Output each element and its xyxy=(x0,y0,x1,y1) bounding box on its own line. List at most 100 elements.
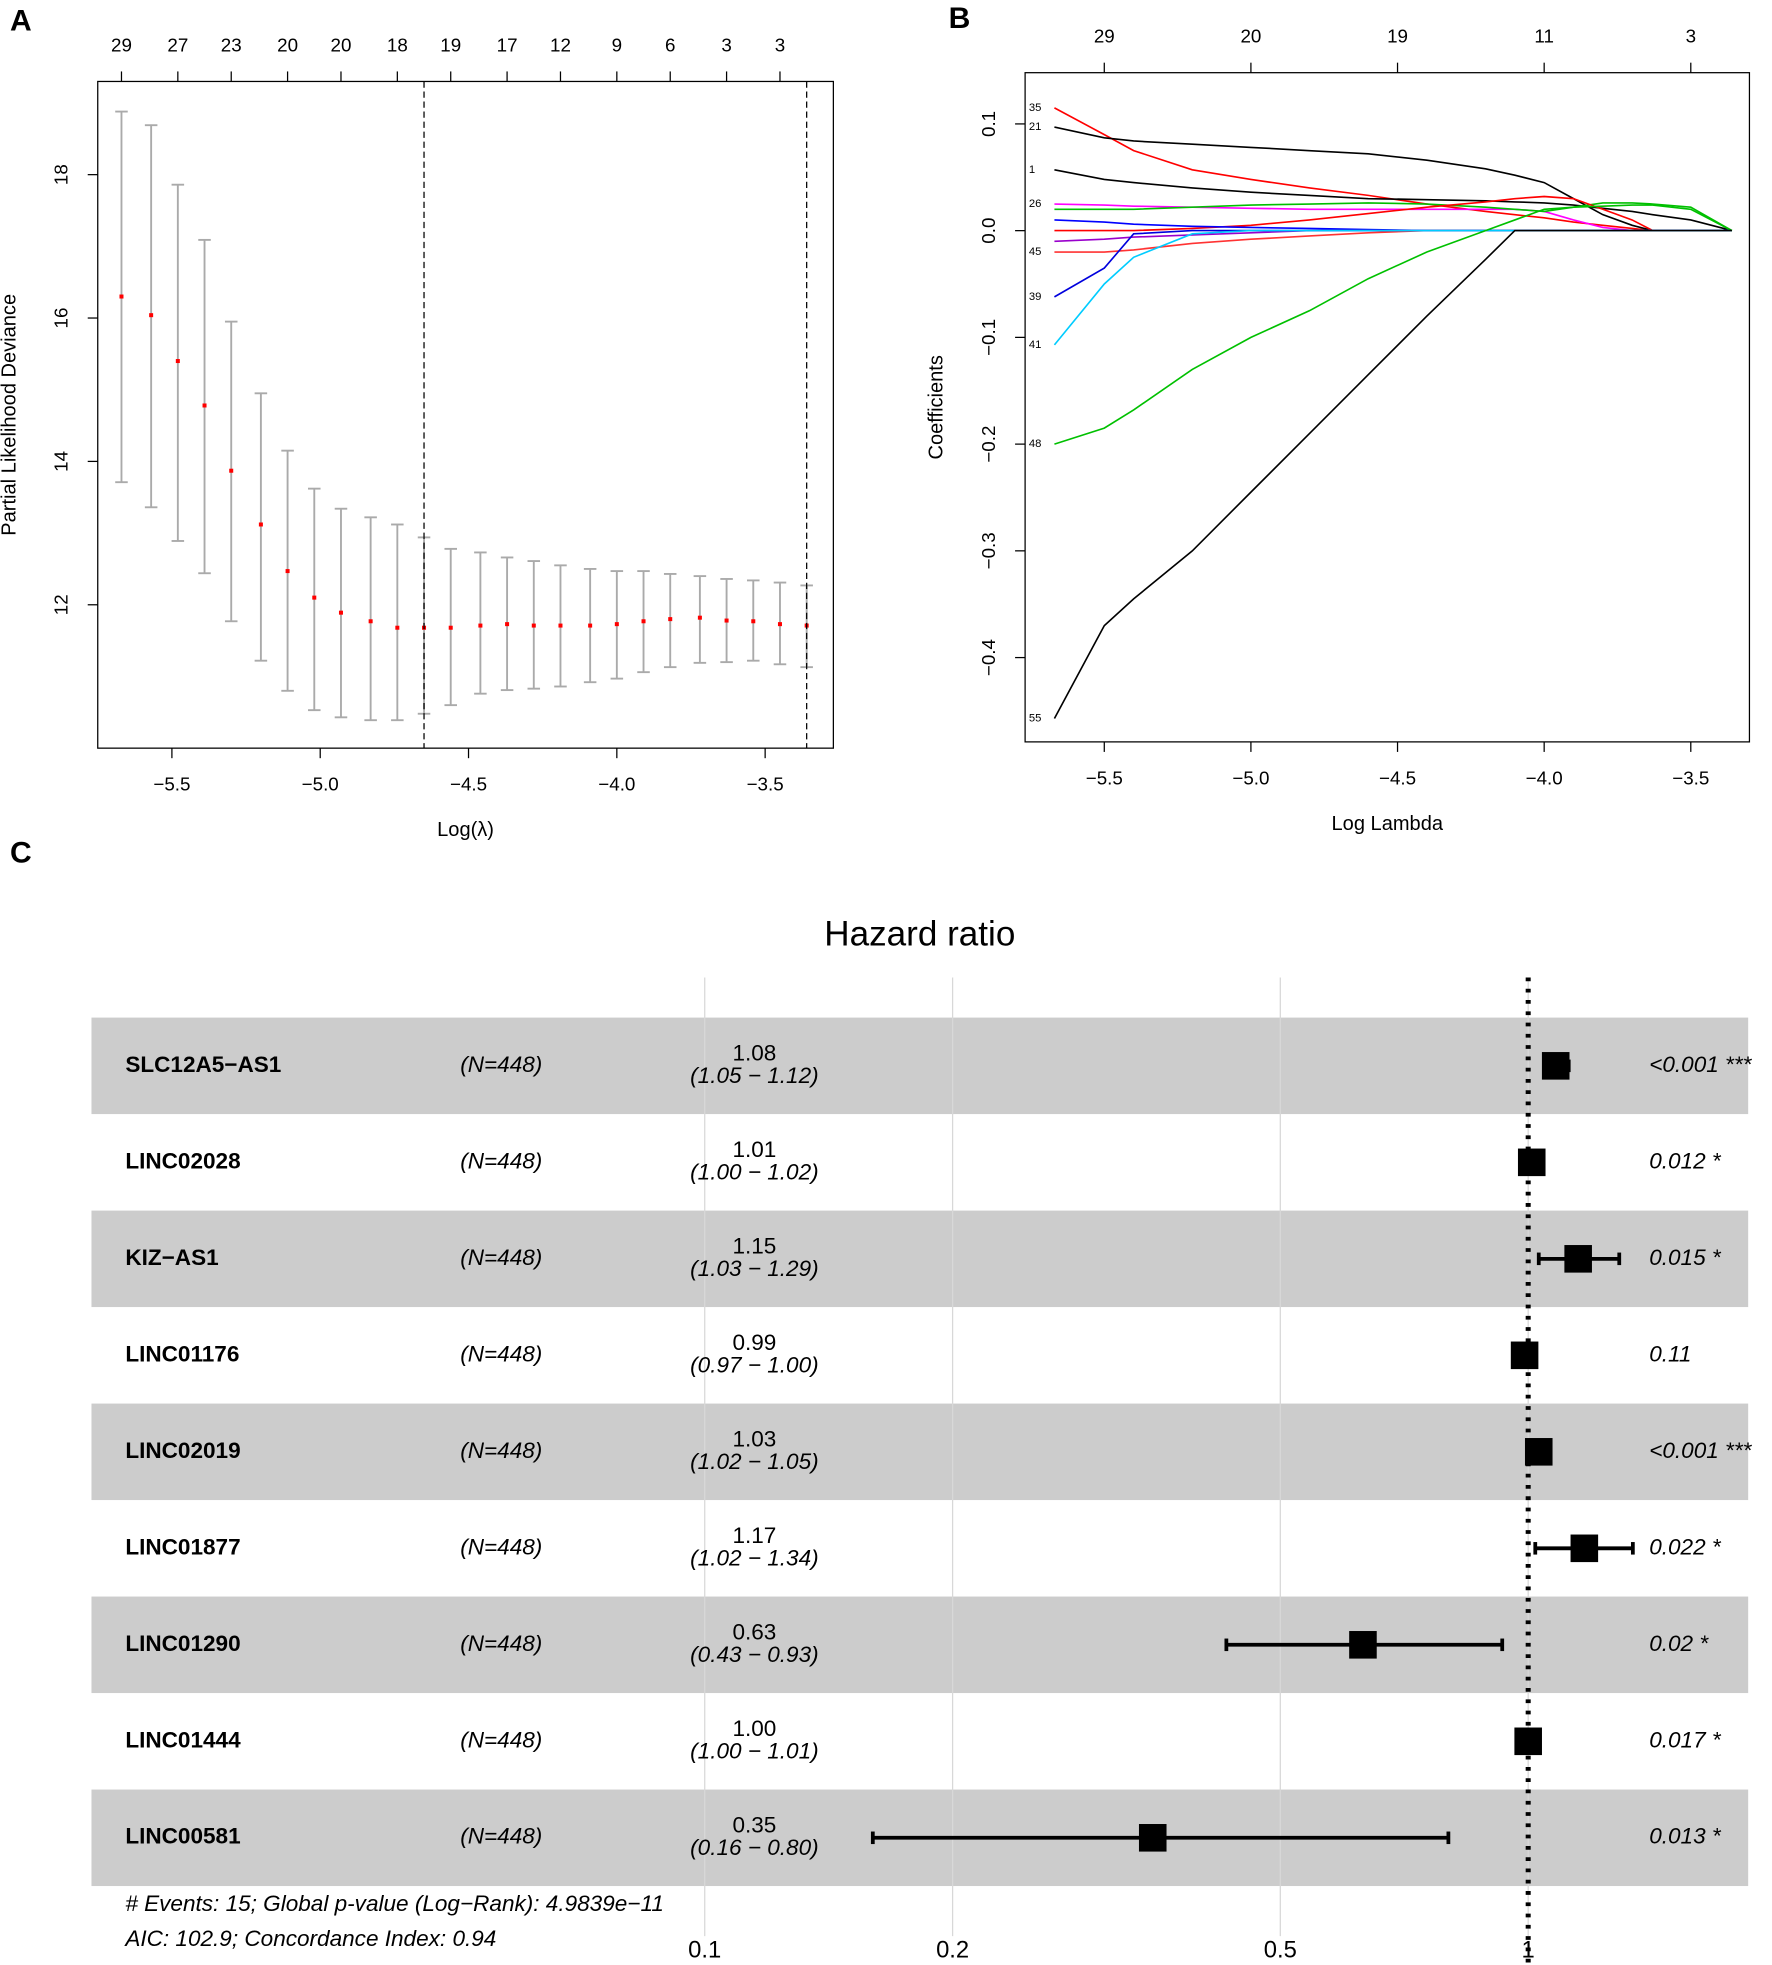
hr-label: 1.00 xyxy=(732,1716,776,1741)
ci-label: (1.02 − 1.05) xyxy=(690,1449,818,1474)
row-name: LINC02019 xyxy=(125,1438,240,1463)
coef-path xyxy=(1054,195,1732,232)
top-tick-label: 19 xyxy=(440,34,461,55)
hr-label: 0.35 xyxy=(732,1812,776,1837)
path-label: 1 xyxy=(1029,164,1035,176)
y-tick-label: −0.3 xyxy=(978,532,999,569)
coef-path xyxy=(1054,202,1733,232)
hr-label: 1.08 xyxy=(732,1041,776,1066)
hr-label: 1.17 xyxy=(732,1523,776,1548)
ci-label: (1.00 − 1.01) xyxy=(690,1739,818,1764)
mean-point xyxy=(777,622,782,627)
plot-frame xyxy=(97,80,834,749)
mean-point xyxy=(229,468,234,473)
row-n: (N=448) xyxy=(460,1631,542,1656)
top-tick-label: 6 xyxy=(665,34,675,55)
hr-point xyxy=(1517,1148,1546,1177)
row-n: (N=448) xyxy=(460,1824,542,1849)
hr-point xyxy=(1564,1245,1592,1273)
y-tick-label: −0.2 xyxy=(978,426,999,463)
top-tick-label: 3 xyxy=(1686,26,1696,47)
x-tick-label: −3.5 xyxy=(747,774,784,795)
y-tick-label: 14 xyxy=(51,451,72,472)
row-name: LINC01444 xyxy=(125,1727,241,1752)
top-tick-label: 29 xyxy=(1094,26,1115,47)
row-band xyxy=(91,1403,1749,1501)
mean-point xyxy=(531,623,536,628)
y-tick-label: −0.4 xyxy=(978,639,999,676)
p-label: <0.001 *** xyxy=(1649,1052,1752,1077)
ci-label: (0.43 − 0.93) xyxy=(690,1642,818,1667)
row-n: (N=448) xyxy=(460,1148,542,1173)
mean-point xyxy=(668,617,673,622)
mean-point xyxy=(614,622,619,627)
panel-letter: A xyxy=(10,4,32,37)
x-tick-label: 0.2 xyxy=(936,1937,969,1964)
mean-point xyxy=(558,623,563,628)
coef-path xyxy=(1053,229,1732,346)
path-label: 21 xyxy=(1029,121,1042,133)
hr-label: 1.15 xyxy=(732,1234,776,1259)
y-tick-label: 16 xyxy=(51,308,72,329)
x-tick-label: −5.5 xyxy=(1086,767,1123,788)
hr-point xyxy=(1524,1438,1553,1466)
mean-point xyxy=(202,403,207,408)
mean-point xyxy=(119,294,124,299)
y-tick-label: −0.1 xyxy=(978,319,999,356)
top-tick-label: 27 xyxy=(167,34,188,55)
x-tick-label: −4.0 xyxy=(598,774,635,795)
path-label: 41 xyxy=(1029,339,1042,351)
p-label: 0.013 * xyxy=(1649,1824,1722,1849)
p-label: 0.02 * xyxy=(1649,1631,1709,1656)
top-tick-label: 20 xyxy=(277,34,298,55)
coef-path xyxy=(1054,169,1733,232)
path-label: 35 xyxy=(1029,102,1042,114)
row-n: (N=448) xyxy=(460,1727,542,1752)
mean-point xyxy=(588,623,593,628)
path-label: 55 xyxy=(1029,712,1042,724)
hr-point xyxy=(1510,1341,1539,1370)
x-axis-label: Log(λ) xyxy=(437,819,494,841)
row-n: (N=448) xyxy=(460,1534,542,1559)
top-tick-label: 11 xyxy=(1534,26,1554,47)
x-tick-label: 0.5 xyxy=(1264,1937,1297,1964)
hr-point xyxy=(1138,1824,1167,1852)
y-tick-label: 0.0 xyxy=(978,218,999,244)
x-tick-label: −5.0 xyxy=(1232,767,1269,788)
mean-point xyxy=(697,615,702,620)
top-tick-label: 20 xyxy=(331,34,352,55)
x-tick-label: −4.5 xyxy=(450,774,487,795)
row-name: LINC01176 xyxy=(125,1341,239,1366)
p-label: <0.001 *** xyxy=(1649,1438,1752,1463)
x-tick-label: −4.5 xyxy=(1379,767,1416,788)
footnote: AIC: 102.9; Concordance Index: 0.94 xyxy=(123,1926,496,1951)
ci-label: (1.02 − 1.34) xyxy=(690,1546,818,1571)
path-label: 39 xyxy=(1029,291,1042,303)
x-tick-label: −3.5 xyxy=(1672,767,1709,788)
row-n: (N=448) xyxy=(460,1052,542,1077)
p-label: 0.017 * xyxy=(1649,1727,1722,1752)
x-tick-label: 0.1 xyxy=(688,1937,721,1964)
mean-point xyxy=(724,618,729,623)
mean-point xyxy=(312,595,317,600)
hr-point xyxy=(1570,1534,1599,1563)
x-tick-label: −5.0 xyxy=(302,774,339,795)
hr-point xyxy=(1541,1052,1570,1080)
y-tick-label: 12 xyxy=(51,594,72,615)
mean-point xyxy=(338,610,343,615)
panel-letter: C xyxy=(10,837,32,870)
top-tick-label: 12 xyxy=(550,34,571,55)
path-label: 48 xyxy=(1029,438,1042,450)
mean-point xyxy=(395,625,400,630)
x-axis-label: Log Lambda xyxy=(1332,813,1444,835)
y-axis-label: Coefficients xyxy=(926,355,948,459)
mean-point xyxy=(478,623,483,628)
x-tick-label: −4.0 xyxy=(1526,767,1563,788)
mean-point xyxy=(751,619,756,624)
forest-title: Hazard ratio xyxy=(824,914,1015,953)
ci-label: (0.16 − 0.80) xyxy=(690,1835,818,1860)
mean-point xyxy=(258,522,263,527)
row-name: LINC02028 xyxy=(125,1148,240,1173)
coef-path xyxy=(1054,126,1732,232)
